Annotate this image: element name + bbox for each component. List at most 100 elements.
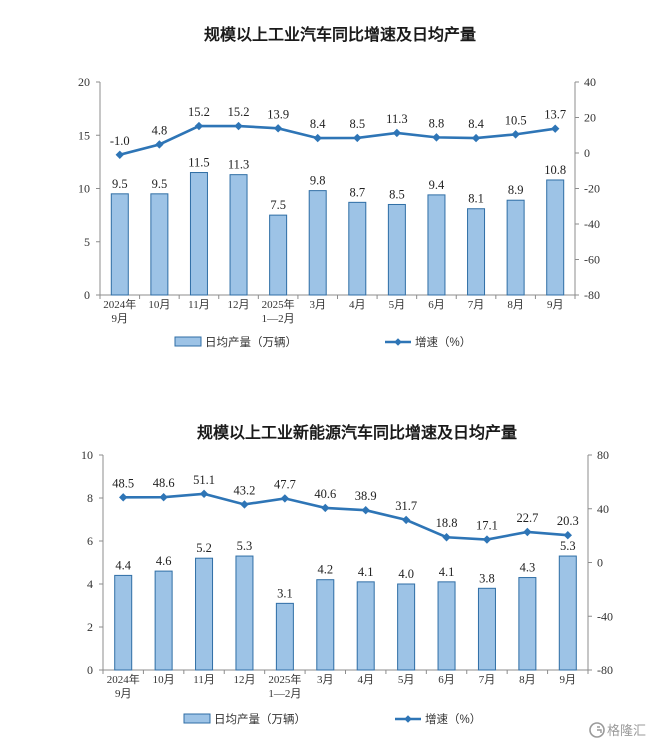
watermark: 格隆汇 <box>589 722 646 739</box>
chart-2-legend-bar-label: 日均产量（万辆） <box>214 712 306 726</box>
chart-1-category-label-10: 7月 <box>468 299 485 311</box>
chart-1-bar-label-9: 9.4 <box>429 178 445 192</box>
chart-2-bar-label-11: 4.3 <box>520 561 536 575</box>
chart-1-line-label-1: -1.0 <box>110 134 130 148</box>
chart-2-line-point-8 <box>401 515 411 525</box>
chart-1-category-label-3: 11月 <box>188 299 210 311</box>
chart-2-bar-label-9: 4.1 <box>439 565 455 579</box>
chart-1-bar-3 <box>189 172 208 296</box>
chart-1-line-point-11 <box>511 130 520 139</box>
chart-2-line-point-6 <box>321 503 330 513</box>
chart-1-category-label-line: 2024年 <box>103 297 136 311</box>
chart-1-right-tick-label: -20 <box>584 182 600 196</box>
chart-1-line-label-7: 8.5 <box>349 117 365 131</box>
chart-1-right-tick-label: 20 <box>584 111 596 125</box>
chart-1-bar-5 <box>269 214 288 296</box>
chart-1-category-label-line: 9月 <box>112 313 129 325</box>
charts-group: 规模以上工业汽车同比增速及日均产量05101520-80-60-40-20020… <box>78 25 613 726</box>
chart-1-legend-bar-label: 日均产量（万辆） <box>205 335 297 349</box>
chart-1-bar-label-12: 10.8 <box>544 163 566 177</box>
chart-2-line-label-9: 18.8 <box>436 516 458 530</box>
chart-1-bar-10 <box>467 208 486 296</box>
chart-1-bar-label-7: 8.7 <box>349 185 365 199</box>
chart-1-legend-bar-swatch <box>174 336 202 347</box>
chart-1-right-tick-label: -40 <box>584 217 600 231</box>
chart-2-bar-12 <box>558 555 577 671</box>
chart-2-left-tick-label: 2 <box>87 620 93 634</box>
chart-1-line-label-10: 8.4 <box>468 117 484 131</box>
chart-1-bar-8 <box>387 203 406 296</box>
chart-1-bar-label-5: 7.5 <box>270 198 286 212</box>
chart-1-category-label-line: 12月 <box>228 299 250 311</box>
chart-2-bar-label-6: 4.2 <box>317 563 333 577</box>
chart-1-line-label-12: 13.7 <box>544 108 566 122</box>
chart-2-category-label-1: 2024年 9月 <box>107 672 140 700</box>
chart-1-line-point-5 <box>273 124 283 133</box>
chart-2-line-point-4 <box>240 500 249 509</box>
chart-1-category-label-5: 2025年 1—2月 <box>262 297 295 325</box>
chart-1-bar-label-4: 11.3 <box>228 158 249 172</box>
chart-1-line-point-1 <box>115 150 124 159</box>
chart-1-right-tick-label: -60 <box>584 253 600 267</box>
chart-2-line-label-11: 22.7 <box>516 511 538 525</box>
chart-2: 规模以上工业新能源汽车同比增速及日均产量 0 2 4 6 8 10 -80 -40 0 40 80 20… <box>81 423 613 726</box>
chart-2-legend-bar-swatch <box>183 713 211 724</box>
chart-2-category-label-10: 7月 <box>479 674 496 686</box>
chart-2-category-label-line: 3月 <box>317 674 334 686</box>
chart-1-category-label-4: 12月 <box>228 299 250 311</box>
chart-1-category-label-line: 11月 <box>188 299 210 311</box>
chart-1-bar-label-8: 8.5 <box>389 187 405 201</box>
chart-1-left-tick-label: 5 <box>84 235 90 249</box>
chart-2-line-point-12 <box>563 531 572 540</box>
chart-1-bar-label-10: 8.1 <box>468 192 484 206</box>
chart-1-line-point-8 <box>392 128 402 138</box>
chart-1-bar-9 <box>427 194 446 296</box>
chart-1-line-point-6 <box>313 133 322 143</box>
chart-2-bar-10 <box>477 587 496 671</box>
chart-1-line-label-4: 15.2 <box>228 105 250 119</box>
chart-2-legend-line-label: 增速（%） <box>425 712 481 726</box>
chart-1-right-tick-label: -80 <box>584 288 600 302</box>
chart-1-category-label-line: 7月 <box>468 299 485 311</box>
chart-1-line-point-2 <box>155 140 164 149</box>
chart-2-line-point-9 <box>442 533 451 542</box>
chart-2-category-label-9: 6月 <box>438 674 455 686</box>
chart-2-category-label-line: 4月 <box>357 674 374 686</box>
chart-2-category-label-6: 3月 <box>317 674 334 686</box>
chart-2-category-label-line: 2025年 <box>268 672 301 686</box>
chart-2-line-label-12: 20.3 <box>557 514 579 528</box>
chart-2-bar-label-4: 5.3 <box>237 539 253 553</box>
chart-1-line-point-9 <box>432 133 441 142</box>
chart-2-line-label-2: 48.6 <box>153 476 175 490</box>
chart-2-line-point-10 <box>482 535 492 544</box>
chart-1-line-point-4 <box>234 121 243 131</box>
chart-1-category-label-line: 4月 <box>349 299 366 311</box>
chart-2-category-label-line: 10月 <box>153 674 175 686</box>
chart-2-category-label-2: 10月 <box>153 674 175 686</box>
chart-2-legend: 日均产量（万辆） 增速（%） <box>183 712 481 726</box>
chart-1-bar-2 <box>150 193 169 296</box>
chart-2-bar-label-1: 4.4 <box>115 558 131 572</box>
chart-1-growth-line <box>119 124 556 157</box>
chart-2-bar-7 <box>356 581 375 671</box>
chart-2-line-label-3: 51.1 <box>193 473 215 487</box>
watermark-text: 格隆汇 <box>607 723 646 739</box>
chart-2-line-point-11 <box>523 527 532 537</box>
chart-2-right-tick-label: 0 <box>597 556 603 570</box>
chart-1-category-label-11: 8月 <box>507 299 524 311</box>
chart-1-bar-label-6: 9.8 <box>310 174 326 188</box>
chart-2-line-point-2 <box>159 492 168 502</box>
chart-2-bar-9 <box>437 581 456 671</box>
chart-1-category-label-line: 5月 <box>389 299 406 311</box>
chart-2-line-label-8: 31.7 <box>395 499 417 513</box>
chart-1-bar-1 <box>110 193 129 296</box>
chart-2-left-tick-label: 8 <box>87 491 93 505</box>
chart-2-bar-1 <box>114 574 133 671</box>
chart-1-category-label-line: 2025年 <box>262 297 295 311</box>
chart-1-category-label-line: 8月 <box>507 299 524 311</box>
chart-2-category-label-line: 1—2月 <box>268 688 301 700</box>
chart-2-right-tick-label: -40 <box>597 609 613 623</box>
chart-1-category-label-6: 3月 <box>309 299 326 311</box>
chart-2-category-label-line: 11月 <box>193 674 215 686</box>
